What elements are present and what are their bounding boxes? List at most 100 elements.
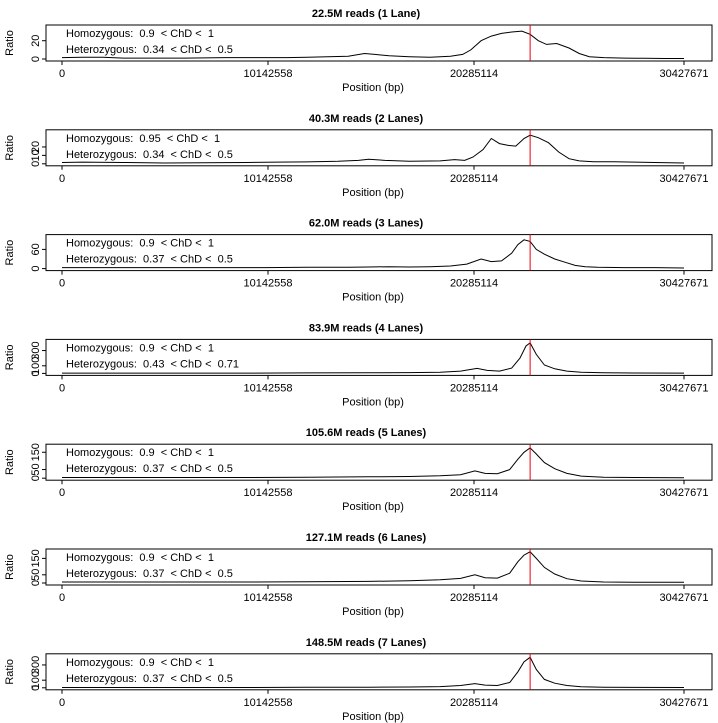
y-tick-label: 150 xyxy=(30,443,42,461)
chart-panel-3: 62.0M reads (3 Lanes) 0 60 Ratio 0 10142558 20… xyxy=(4,218,713,304)
chart-title: 22.5M reads (1 Lane) xyxy=(312,8,421,20)
plot-frame xyxy=(45,234,713,272)
plot-frame xyxy=(45,548,713,586)
y-tick-label: 300 xyxy=(30,341,42,359)
x-tick-label: 10142558 xyxy=(244,68,293,80)
x-tick-label: 30427671 xyxy=(660,68,709,80)
y-axis-label: Ratio xyxy=(4,30,16,56)
x-tick-label: 30427671 xyxy=(660,487,709,499)
x-axis-label: Position (bp) xyxy=(342,82,404,94)
x-tick-label: 20285114 xyxy=(450,382,498,394)
y-axis-label: Ratio xyxy=(4,135,16,161)
chart-title: 127.1M reads (6 Lanes) xyxy=(306,532,427,544)
homozygous-annotation: Homozygous: 0.9 < ChD < 1 xyxy=(66,447,214,459)
ratio-series-line xyxy=(62,342,685,374)
x-tick-label: 0 xyxy=(59,382,65,394)
homozygous-annotation: Homozygous: 0.9 < ChD < 1 xyxy=(66,552,214,564)
x-tick-label: 20285114 xyxy=(450,487,498,499)
y-tick-label: 100 xyxy=(30,357,42,375)
x-tick-label: 20285114 xyxy=(450,697,498,709)
x-tick-label: 0 xyxy=(59,697,65,709)
y-tick-label: 20 xyxy=(30,35,42,47)
homozygous-annotation: Homozygous: 0.95 < ChD < 1 xyxy=(66,133,220,145)
plot-frame xyxy=(45,24,713,62)
y-axis-label: Ratio xyxy=(4,449,16,475)
x-tick-label: 10142558 xyxy=(244,697,293,709)
plot-frame xyxy=(45,653,713,691)
heterozygous-annotation: Heterozygous: 0.34 < ChD < 0.5 xyxy=(66,44,233,56)
x-tick-label: 30427671 xyxy=(660,382,709,394)
chart-title: 40.3M reads (2 Lanes) xyxy=(309,113,424,125)
y-axis-label: Ratio xyxy=(4,345,16,371)
x-axis-label: Position (bp) xyxy=(342,292,404,304)
x-tick-label: 10142558 xyxy=(244,173,293,185)
y-tick-label: 150 xyxy=(30,549,42,567)
x-tick-label: 20285114 xyxy=(450,173,498,185)
homozygous-annotation: Homozygous: 0.9 < ChD < 1 xyxy=(66,28,214,40)
heterozygous-annotation: Heterozygous: 0.34 < ChD < 0.5 xyxy=(66,149,233,161)
ratio-series-line xyxy=(62,551,685,583)
y-tick-label: 60 xyxy=(30,243,42,255)
chart-title: 83.9M reads (4 Lanes) xyxy=(309,322,424,334)
chart-title: 105.6M reads (5 Lanes) xyxy=(306,427,427,439)
x-axis-label: Position (bp) xyxy=(342,711,404,723)
ratio-series-line xyxy=(62,447,685,479)
plot-frame xyxy=(45,443,713,481)
heterozygous-annotation: Heterozygous: 0.43 < ChD < 0.71 xyxy=(66,358,239,370)
y-tick-label: 0 xyxy=(30,580,42,586)
x-tick-label: 10142558 xyxy=(244,487,293,499)
plot-frame xyxy=(45,129,713,167)
chart-panel-1: 22.5M reads (1 Lane) 0 20 Ratio 0 10142558 202… xyxy=(4,8,713,94)
plot-frame xyxy=(45,338,713,376)
y-axis-label: Ratio xyxy=(4,554,16,580)
x-tick-label: 10142558 xyxy=(244,382,293,394)
chart-title: 148.5M reads (7 Lanes) xyxy=(306,637,427,649)
x-tick-label: 10142558 xyxy=(244,278,293,290)
x-tick-label: 0 xyxy=(59,278,65,290)
x-axis-label: Position (bp) xyxy=(342,501,404,513)
x-tick-label: 0 xyxy=(59,592,65,604)
y-tick-label: 0 xyxy=(30,161,42,167)
y-tick-label: 0 xyxy=(30,475,42,481)
y-tick-label: 20 xyxy=(30,141,42,153)
y-axis-label: Ratio xyxy=(4,240,16,266)
chart-title: 62.0M reads (3 Lanes) xyxy=(309,218,424,230)
y-tick-label: 0 xyxy=(30,685,42,691)
ratio-series-line xyxy=(62,656,685,688)
heterozygous-annotation: Heterozygous: 0.37 < ChD < 0.5 xyxy=(66,463,233,475)
y-tick-label: 300 xyxy=(30,656,42,674)
y-tick-label: 0 xyxy=(30,266,42,272)
y-tick-label: 50 xyxy=(30,463,42,475)
x-tick-label: 30427671 xyxy=(660,173,709,185)
x-axis-label: Position (bp) xyxy=(342,187,404,199)
x-tick-label: 30427671 xyxy=(660,278,709,290)
x-tick-label: 20285114 xyxy=(450,278,498,290)
y-tick-label: 50 xyxy=(30,569,42,581)
heterozygous-annotation: Heterozygous: 0.37 < ChD < 0.5 xyxy=(66,568,233,580)
y-tick-label: 0 xyxy=(30,56,42,62)
y-tick-label: 0 xyxy=(30,370,42,376)
y-tick-label: 10 xyxy=(30,149,42,161)
x-tick-label: 20285114 xyxy=(450,68,498,80)
homozygous-annotation: Homozygous: 0.9 < ChD < 1 xyxy=(66,657,214,669)
x-tick-label: 0 xyxy=(59,487,65,499)
x-axis-label: Position (bp) xyxy=(342,396,404,408)
ratio-series-line xyxy=(61,30,684,59)
x-tick-label: 0 xyxy=(59,68,65,80)
x-tick-label: 30427671 xyxy=(660,697,709,709)
ratio-series-line xyxy=(62,239,685,269)
x-tick-label: 0 xyxy=(59,173,65,185)
homozygous-annotation: Homozygous: 0.9 < ChD < 1 xyxy=(66,342,214,354)
x-tick-label: 20285114 xyxy=(450,592,498,604)
heterozygous-annotation: Heterozygous: 0.37 < ChD < 0.5 xyxy=(66,254,233,266)
homozygous-annotation: Homozygous: 0.9 < ChD < 1 xyxy=(66,238,214,250)
x-tick-label: 10142558 xyxy=(244,592,293,604)
ratio-series-line xyxy=(61,134,685,164)
x-axis-label: Position (bp) xyxy=(342,606,404,618)
